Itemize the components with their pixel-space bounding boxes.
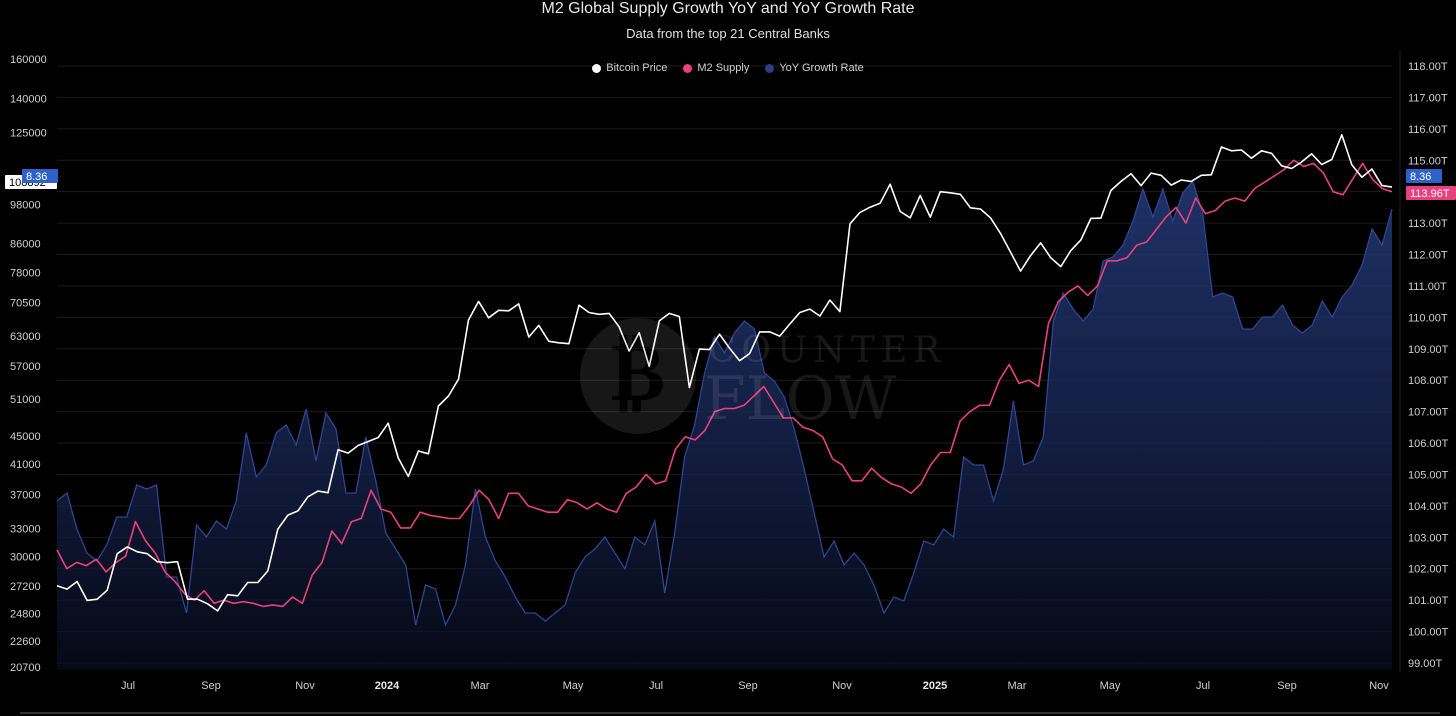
bitcoin-price-line xyxy=(56,134,1393,612)
right-tick-label: 99.00T xyxy=(1408,658,1443,670)
left-tick-label: 86000 xyxy=(10,239,41,251)
left-tick-label: 27200 xyxy=(10,581,41,593)
m2-right-value-badge: 113.96T xyxy=(1406,186,1456,200)
right-tick-label: 102.00T xyxy=(1408,564,1449,576)
left-tick-label: 37000 xyxy=(10,489,41,501)
right-tick-label: 111.00T xyxy=(1408,281,1447,293)
left-tick-label: 51000 xyxy=(10,394,41,406)
left-tick-label: 160000 xyxy=(10,54,47,66)
x-axis: Jul Sep Nov 2024 Mar May Jul Sep Nov 2025 Mar May Ju… xyxy=(121,680,1389,692)
m2-right-value-badge-text: 113.96T xyxy=(1410,188,1450,200)
scrollbar-track[interactable] xyxy=(20,712,1440,714)
chart-title: M2 Global Supply Growth YoY and YoY Grow… xyxy=(541,0,915,17)
left-tick-label: 45000 xyxy=(10,431,41,443)
left-tick-label: 41000 xyxy=(10,459,41,471)
yoy-right-value-badge: 8.36 xyxy=(1406,169,1442,183)
left-tick-label: 20700 xyxy=(10,662,41,674)
x-tick-label: 2024 xyxy=(375,680,400,692)
x-tick-label: Sep xyxy=(738,680,758,692)
right-tick-label: 106.00T xyxy=(1408,438,1449,450)
legend-label: YoY Growth Rate xyxy=(779,62,864,74)
x-tick-label: Mar xyxy=(1008,680,1027,692)
legend: Bitcoin Price M2 Supply YoY Growth Rate xyxy=(0,62,1456,74)
x-tick-label: May xyxy=(563,680,584,692)
legend-label: Bitcoin Price xyxy=(606,62,668,74)
left-tick-label: 24800 xyxy=(10,608,41,620)
left-tick-label: 30000 xyxy=(10,552,41,564)
legend-dot-icon xyxy=(592,63,602,73)
x-tick-label: 2025 xyxy=(923,680,947,692)
chart-subtitle: Data from the top 21 Central Banks xyxy=(626,26,830,41)
right-tick-label: 105.00T xyxy=(1408,469,1449,481)
left-tick-label: 57000 xyxy=(10,361,41,373)
yoy-left-value-badge-text: 8.36 xyxy=(26,171,47,183)
yoy-growth-line xyxy=(56,179,1393,627)
legend-item-yoy-growth-rate[interactable]: YoY Growth Rate xyxy=(765,62,864,74)
yoy-left-value-badge-bg xyxy=(22,169,58,183)
x-tick-label: Jul xyxy=(121,680,135,692)
x-tick-label: Jul xyxy=(1196,680,1210,692)
right-tick-label: 117.00T xyxy=(1408,92,1448,104)
legend-label: M2 Supply xyxy=(697,62,750,74)
right-tick-label: 112.00T xyxy=(1408,250,1448,262)
x-tick-label: Nov xyxy=(295,680,315,692)
left-tick-label: 33000 xyxy=(10,523,41,535)
left-tick-label: 63000 xyxy=(10,331,41,343)
bitcoin-price-series xyxy=(56,134,1393,612)
right-tick-label: 115.00T xyxy=(1408,155,1448,167)
left-tick-label: 70500 xyxy=(10,298,41,310)
right-tick-label: 113.00T xyxy=(1408,218,1448,230)
yoy-left-value-badge: 8.36 xyxy=(22,169,58,183)
legend-item-m2-supply[interactable]: M2 Supply xyxy=(683,62,749,74)
legend-dot-icon xyxy=(683,63,693,73)
left-tick-label: 78000 xyxy=(10,268,41,280)
x-tick-label: Jul xyxy=(649,680,663,692)
yoy-right-value-badge-bg xyxy=(1406,169,1442,183)
right-tick-label: 116.00T xyxy=(1408,124,1448,136)
x-tick-label: Nov xyxy=(832,680,852,692)
right-tick-label: 108.00T xyxy=(1408,375,1449,387)
right-axis: 118.00T117.00T116.00T115.00T114.00T113.0… xyxy=(1408,61,1449,670)
left-tick-label: 125000 xyxy=(10,127,47,139)
legend-dot-icon xyxy=(765,63,775,73)
right-tick-label: 101.00T xyxy=(1408,595,1449,607)
left-tick-label: 140000 xyxy=(10,94,47,106)
yoy-right-value-badge-text: 8.36 xyxy=(1410,171,1431,183)
right-tick-label: 103.00T xyxy=(1408,532,1449,544)
m2-supply-series xyxy=(56,159,1393,608)
x-tick-label: May xyxy=(1100,680,1121,692)
left-axis: 160000 140000 125000 98000 86000 78000 70500 63… xyxy=(10,54,47,674)
x-tick-label: Mar xyxy=(471,680,490,692)
right-tick-label: 110.00T xyxy=(1408,312,1448,324)
right-tick-label: 100.00T xyxy=(1408,627,1449,639)
x-tick-label: Sep xyxy=(1277,680,1297,692)
m2-supply-line xyxy=(56,159,1393,608)
right-tick-label: 118.00T xyxy=(1408,61,1448,73)
right-tick-label: 104.00T xyxy=(1408,501,1449,513)
right-tick-label: 107.00T xyxy=(1408,407,1449,419)
yoy-growth-series xyxy=(56,179,1393,670)
x-tick-label: Nov xyxy=(1369,680,1389,692)
left-tick-label: 22600 xyxy=(10,636,41,648)
left-tick-label: 98000 xyxy=(10,200,41,212)
right-tick-label: 109.00T xyxy=(1408,344,1449,356)
x-tick-label: Sep xyxy=(201,680,221,692)
m2-right-value-badge-bg xyxy=(1406,186,1456,200)
legend-item-bitcoin-price[interactable]: Bitcoin Price xyxy=(592,62,667,74)
yoy-growth-area xyxy=(57,181,1392,670)
